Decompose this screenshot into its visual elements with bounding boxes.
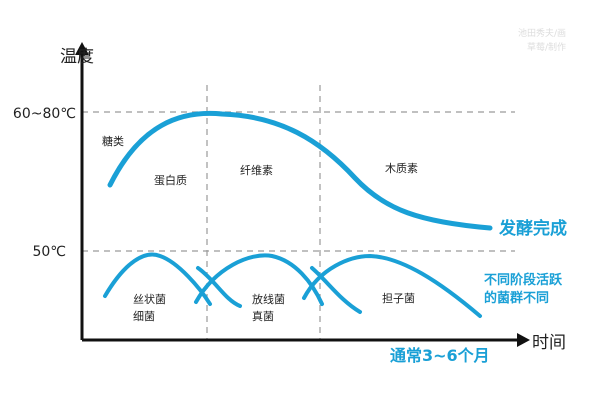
microbe-note-line1: 不同阶段活跃	[484, 272, 563, 288]
actinomyces-hump	[194, 253, 324, 306]
nutrient-sugar: 糖类	[102, 134, 124, 148]
watermark-line2: 草莓/制作	[527, 41, 566, 53]
microbe-basidiomycete: 担子菌	[382, 291, 415, 305]
y-axis-label: 温度	[60, 47, 94, 67]
nutrient-lignin: 木质素	[385, 162, 418, 175]
filamentous-hump	[103, 252, 212, 306]
x-axis-label: 时间	[532, 333, 566, 353]
watermark-line1: 池田秀夫/画	[518, 27, 566, 39]
nutrient-protein: 蛋白质	[154, 173, 187, 187]
transition-curve-1	[196, 266, 242, 308]
x-axis-arrow-icon	[517, 333, 530, 347]
duration-label: 通常3~6个月	[390, 346, 490, 365]
mid-temp-label: 50℃	[32, 244, 66, 260]
microbe-actinomyces: 放线菌	[252, 292, 285, 306]
temperature-curve	[107, 110, 493, 231]
y-axis-arrow-icon	[75, 42, 89, 55]
microbe-note-line2: 的菌群不同	[484, 290, 549, 306]
transition-curve-2	[310, 266, 362, 314]
microbe-fungi: 真菌	[252, 309, 274, 323]
microbe-filamentous: 丝状菌	[133, 292, 166, 306]
nutrient-fiber: 纤维素	[240, 164, 273, 177]
high-temp-label: 60~80℃	[13, 106, 76, 122]
fermentation-complete-label: 发酵完成	[498, 218, 567, 239]
basidiomycete-hump	[302, 253, 482, 318]
microbe-bacteria: 细菌	[133, 310, 155, 323]
